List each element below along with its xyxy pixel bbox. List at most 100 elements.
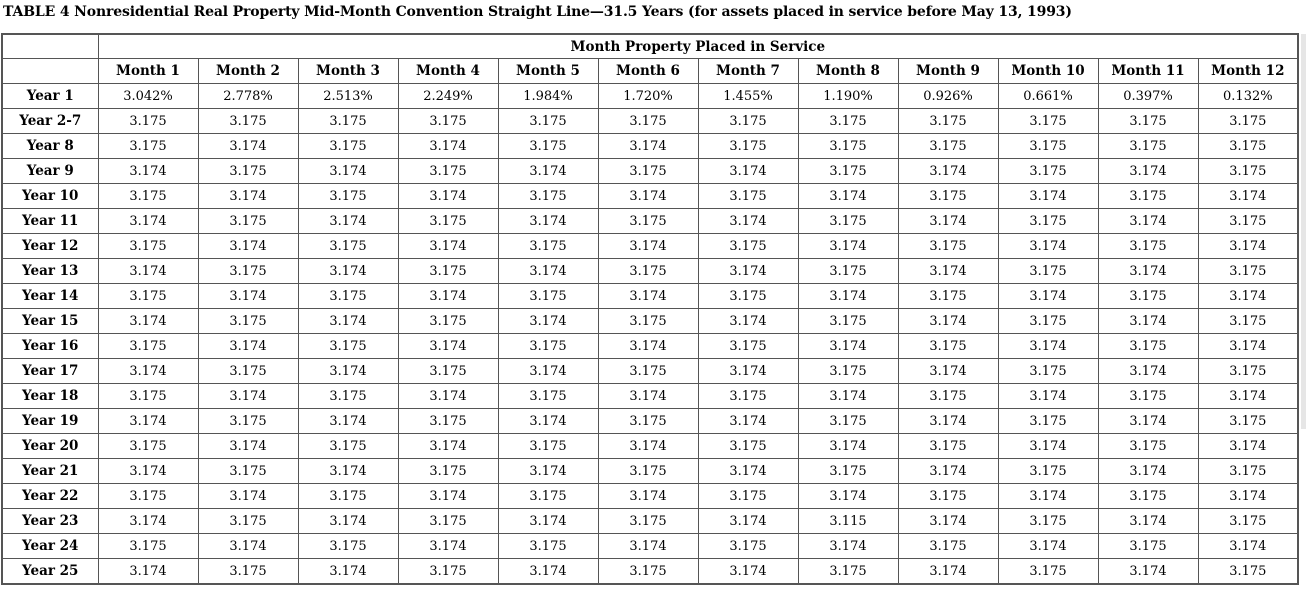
table-cell: 3.174	[697, 358, 799, 384]
table-cell: 3.174	[597, 333, 699, 359]
row-label: Year 14	[1, 283, 99, 309]
table-cell: 3.174	[197, 183, 299, 209]
table-cell: 3.174	[1197, 433, 1299, 459]
table-cell: 3.175	[397, 258, 499, 284]
table-cell: 3.174	[697, 208, 799, 234]
table-cell: 3.174	[997, 183, 1099, 209]
table-cell: 3.175	[397, 208, 499, 234]
table-cell: 3.175	[897, 483, 999, 509]
table-cell: 3.175	[197, 508, 299, 534]
table-cell: 3.175	[597, 408, 699, 434]
row-label: Year 12	[1, 233, 99, 259]
table-cell: 3.175	[1097, 383, 1199, 409]
table-cell: 3.175	[597, 108, 699, 134]
table-cell: 3.174	[897, 308, 999, 334]
table-row: Year 12 3.175 3.174 3.175 3.174 3.175 3.174 3.1…	[1, 233, 1299, 259]
table-cell: 3.174	[497, 358, 599, 384]
column-header: Month 10	[997, 58, 1099, 84]
table-cell: 3.174	[997, 433, 1099, 459]
table-cell: 3.175	[397, 508, 499, 534]
table-cell: 3.175	[897, 283, 999, 309]
table-cell: 3.175	[97, 183, 199, 209]
scrollbar[interactable]	[1301, 34, 1306, 429]
table-cell: 3.175	[197, 458, 299, 484]
table-cell: 3.174	[797, 483, 899, 509]
row-label: Year 17	[1, 358, 99, 384]
table-row: Year 15 3.174 3.175 3.174 3.175 3.174 3.175 3.1…	[1, 308, 1299, 334]
table-cell: 3.175	[497, 108, 599, 134]
table-cell: 3.175	[897, 433, 999, 459]
table-cell: 3.175	[197, 108, 299, 134]
row-label: Year 9	[1, 158, 99, 184]
row-label: Year 24	[1, 533, 99, 559]
table-cell: 2.513%	[297, 83, 399, 109]
row-label: Year 8	[1, 133, 99, 159]
table-cell: 3.175	[897, 183, 999, 209]
table-cell: 3.174	[1097, 158, 1199, 184]
row-label: Year 21	[1, 458, 99, 484]
table-cell: 3.175	[797, 208, 899, 234]
column-header: Month 4	[397, 58, 499, 84]
table-cell: 3.174	[597, 533, 699, 559]
table-cell: 3.174	[697, 408, 799, 434]
table-cell: 3.175	[297, 283, 399, 309]
table-cell: 3.175	[797, 108, 899, 134]
table-cell: 3.174	[1197, 183, 1299, 209]
table-cell: 3.175	[97, 233, 199, 259]
table-cell: 3.175	[197, 408, 299, 434]
table-cell: 3.175	[897, 233, 999, 259]
table-cell: 3.175	[97, 533, 199, 559]
table-cell: 3.174	[1097, 508, 1199, 534]
table-cell: 3.174	[497, 308, 599, 334]
table-cell: 3.175	[997, 508, 1099, 534]
table-cell: 3.175	[97, 108, 199, 134]
row-label: Year 2-7	[1, 108, 99, 134]
table-cell: 3.175	[197, 558, 299, 585]
table-row: Year 23 3.174 3.175 3.174 3.175 3.174 3.175 3.1…	[1, 508, 1299, 534]
row-label: Year 13	[1, 258, 99, 284]
table-cell: 3.174	[1097, 208, 1199, 234]
table-cell: 2.249%	[397, 83, 499, 109]
table-cell: 3.175	[97, 133, 199, 159]
row-label: Year 15	[1, 308, 99, 334]
table-body: Year 1 3.042% 2.778% 2.513% 2.249% 1.984% 1.72…	[1, 83, 1299, 585]
table-cell: 3.175	[797, 308, 899, 334]
table-cell: 3.174	[97, 358, 199, 384]
table-cell: 3.174	[297, 208, 399, 234]
table-cell: 3.175	[1097, 333, 1199, 359]
table-cell: 1.455%	[697, 83, 799, 109]
row-label: Year 25	[1, 558, 99, 585]
table-cell: 3.174	[897, 208, 999, 234]
table-cell: 3.175	[597, 358, 699, 384]
table-cell: 2.778%	[197, 83, 299, 109]
row-label: Year 18	[1, 383, 99, 409]
table-cell: 3.174	[297, 408, 399, 434]
table-cell: 3.175	[1197, 158, 1299, 184]
table-cell: 3.174	[97, 558, 199, 585]
table-cell: 3.174	[397, 433, 499, 459]
table-cell: 3.174	[1197, 283, 1299, 309]
table-cell: 3.174	[297, 508, 399, 534]
table-cell: 3.175	[697, 333, 799, 359]
table-row: Year 20 3.175 3.174 3.175 3.174 3.175 3.174 3.1…	[1, 433, 1299, 459]
table-cell: 3.175	[997, 358, 1099, 384]
row-label: Year 19	[1, 408, 99, 434]
table-cell: 3.175	[897, 108, 999, 134]
table-cell: 3.174	[1197, 483, 1299, 509]
table-cell: 3.175	[697, 108, 799, 134]
table-cell: 3.174	[197, 433, 299, 459]
table-cell: 3.174	[297, 158, 399, 184]
table-cell: 3.174	[997, 233, 1099, 259]
table-cell: 3.174	[697, 558, 799, 585]
table-cell: 3.175	[597, 158, 699, 184]
row-label: Year 22	[1, 483, 99, 509]
corner-cell	[1, 33, 99, 59]
table-cell: 1.720%	[597, 83, 699, 109]
column-header: Month 11	[1097, 58, 1199, 84]
table-cell: 3.175	[497, 433, 599, 459]
table-cell: 3.174	[497, 258, 599, 284]
table-cell: 3.175	[697, 433, 799, 459]
table-cell: 3.175	[797, 358, 899, 384]
table-cell: 3.174	[297, 358, 399, 384]
table-cell: 3.174	[797, 533, 899, 559]
